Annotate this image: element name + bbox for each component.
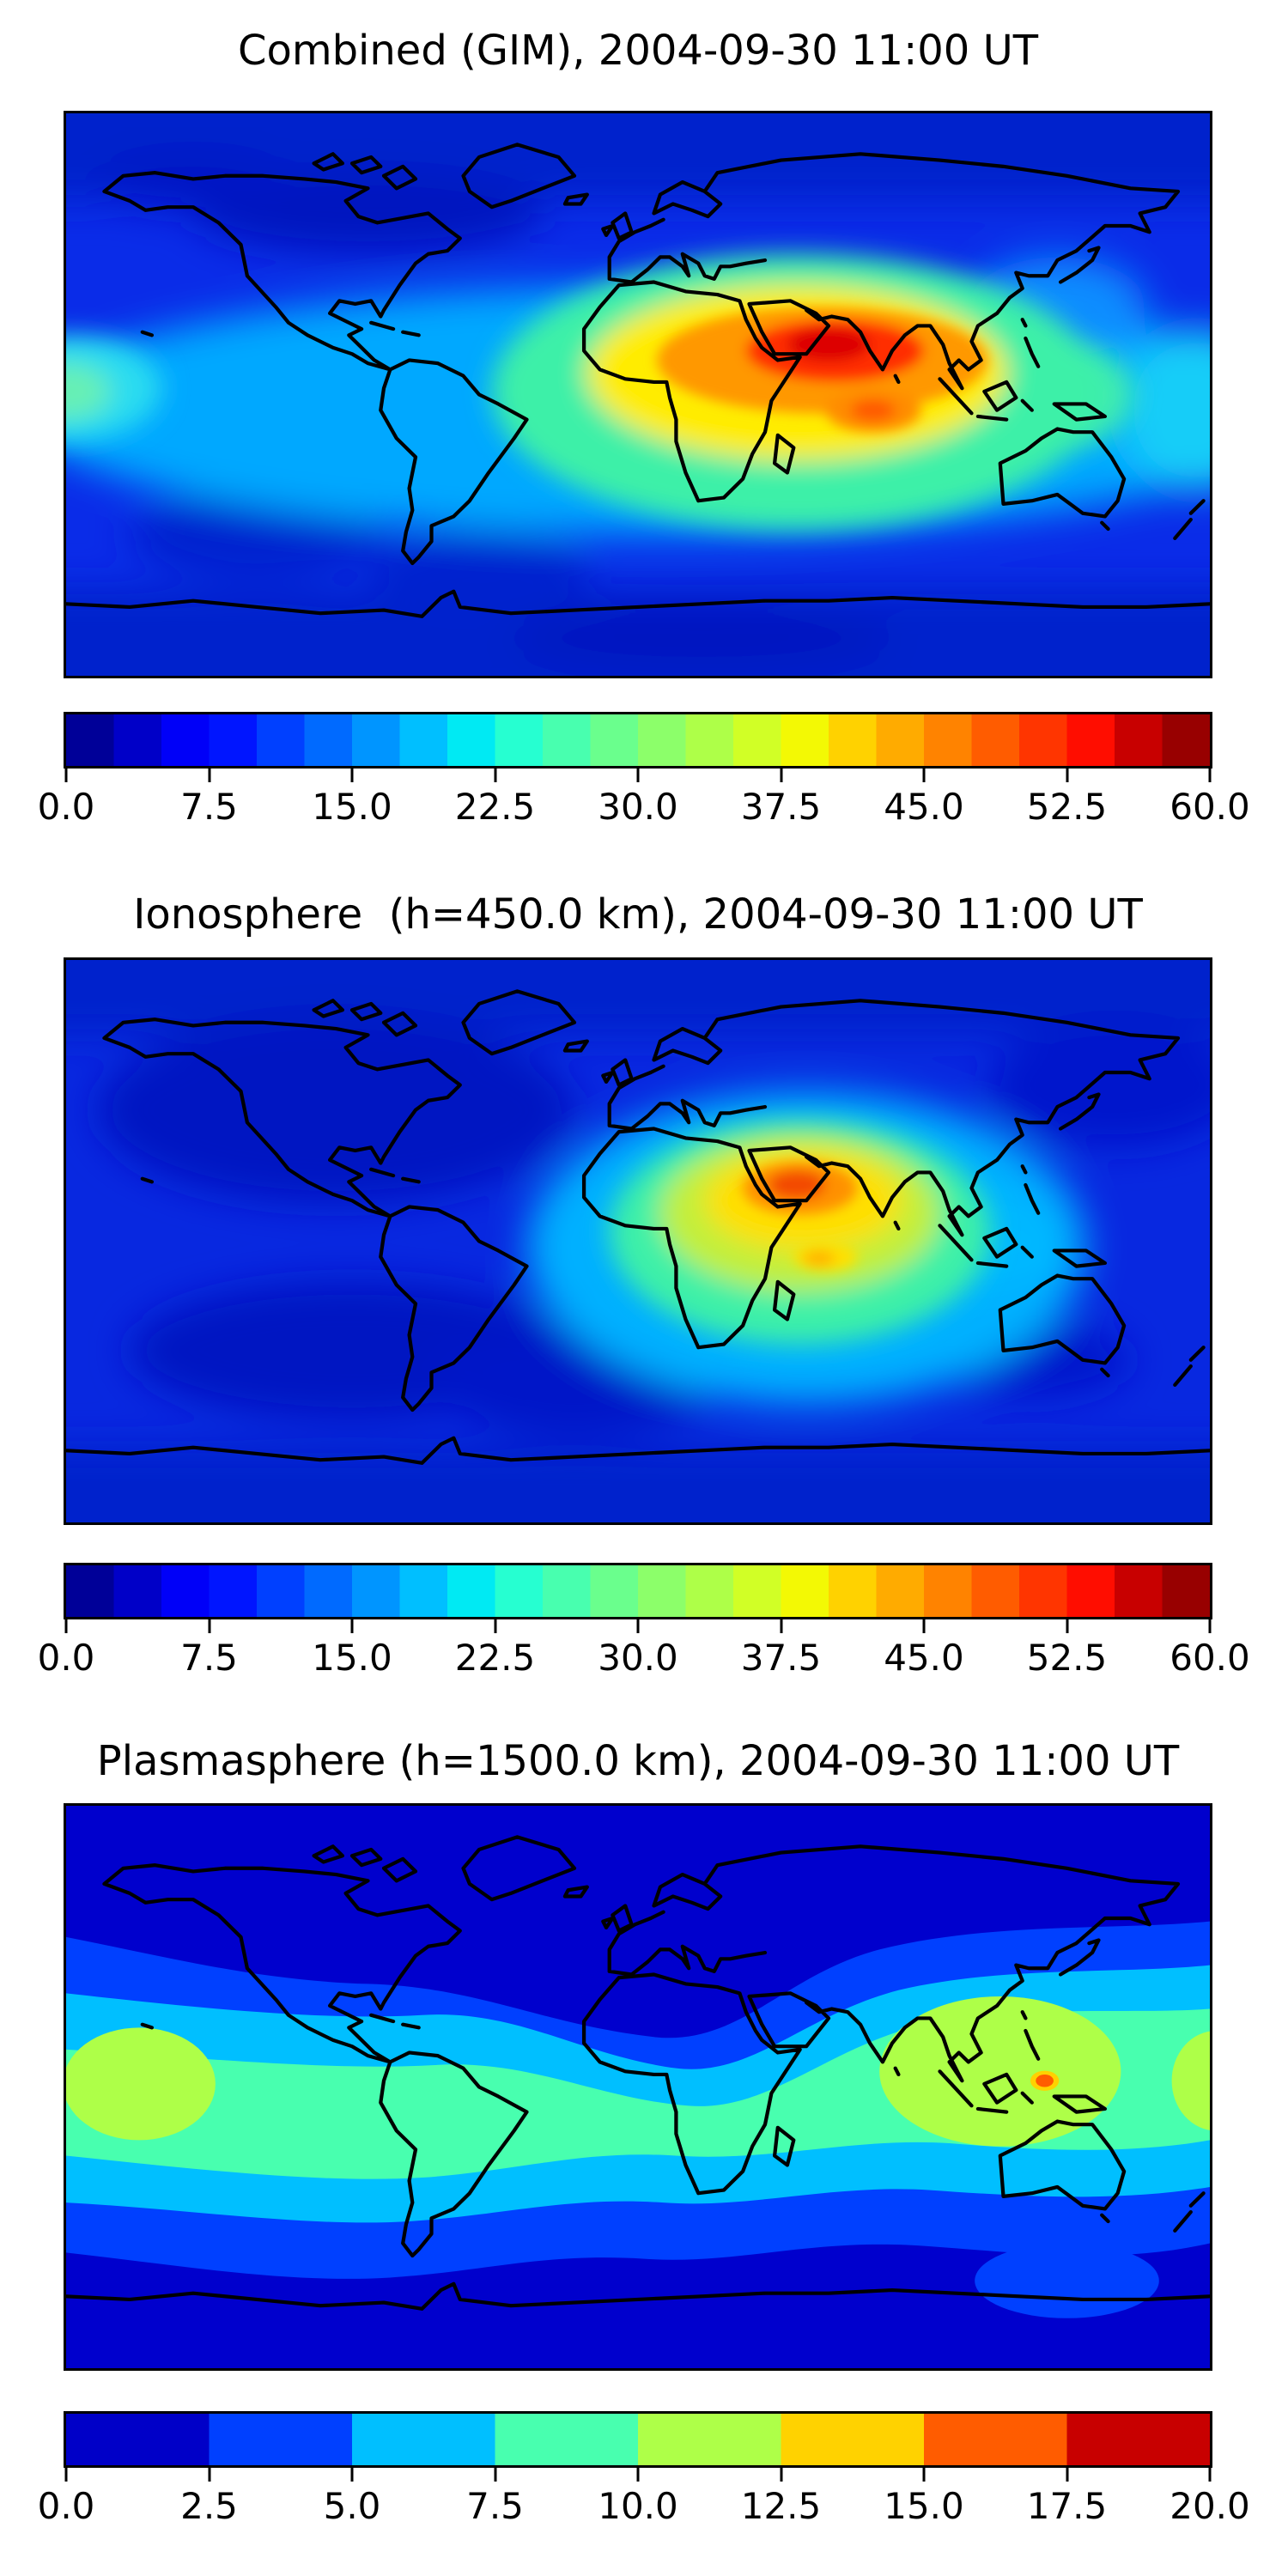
map-ionosphere (64, 957, 1212, 1525)
colorbar-tick (1066, 769, 1068, 782)
colorbar-tick (636, 2468, 640, 2482)
colorbar-tick-label: 22.5 (454, 786, 536, 828)
colorbar-tick (350, 2468, 354, 2482)
panel-1-title: Combined (GIM), 2004-09-30 11:00 UT (237, 27, 1039, 75)
colorbar-tick (64, 2468, 68, 2482)
colorbar-tick-label: 45.0 (884, 786, 964, 828)
southern-ocean-oval (975, 2243, 1159, 2318)
colorbar-tick (1208, 1619, 1212, 1633)
colorbar-tick-label: 2.5 (180, 2485, 238, 2527)
colorbar-tick-label: 15.0 (312, 786, 392, 828)
colorbar-tick-label: 20.0 (1170, 2485, 1250, 2527)
colorbar-tick-label: 17.5 (1026, 2485, 1108, 2527)
borneo-speck (1036, 2074, 1054, 2087)
colorbar-tick (636, 1619, 640, 1633)
colorbar-tick-label: 45.0 (884, 1637, 964, 1679)
colorbar-tick (780, 2468, 782, 2482)
panel-2-title: Ionosphere (h=450.0 km), 2004-09-30 11:0… (133, 890, 1143, 939)
colorbar-2-ticks (64, 1619, 1212, 1633)
colorbar-tick (922, 769, 926, 782)
colorbar-tick (922, 1619, 926, 1633)
panel-3-title: Plasmasphere (h=1500.0 km), 2004-09-30 1… (96, 1737, 1180, 1785)
colorbar-tick (350, 769, 354, 782)
colorbar-tick-label: 37.5 (740, 786, 822, 828)
colorbar-tick (494, 1619, 496, 1633)
colorbar-1-gradient (66, 714, 1210, 766)
colorbar-tick-label: 7.5 (180, 786, 238, 828)
map-combined-gim-canvas (66, 113, 1210, 676)
colorbar-tick (1208, 769, 1212, 782)
colorbar-tick (208, 1619, 210, 1633)
colorbar-tick-label: 10.0 (598, 2485, 678, 2527)
colorbar-tick (1066, 2468, 1068, 2482)
colorbar-tick (494, 769, 496, 782)
colorbar-tick (208, 2468, 210, 2482)
colorbar-tick (64, 769, 68, 782)
colorbar-tick (208, 769, 210, 782)
colorbar-1-ticks (64, 769, 1212, 782)
colorbar-3-labels: 0.0 2.5 5.0 7.5 10.0 12.5 15.0 17.5 20.0 (38, 2485, 1250, 2530)
colorbar-tick-label: 52.5 (1026, 786, 1108, 828)
colorbar-tick-label: 7.5 (466, 2485, 524, 2527)
colorbar-tick-label: 30.0 (598, 1637, 678, 1679)
colorbar-3-gradient (66, 2414, 1210, 2465)
colorbar-1-labels: 0.0 7.5 15.0 22.5 30.0 37.5 45.0 52.5 60.0 (38, 786, 1250, 831)
colorbar-1 (64, 712, 1212, 769)
tec-secondary-spot (803, 1250, 835, 1267)
map-plasmasphere-canvas (66, 1806, 1210, 2368)
map-ionosphere-canvas (66, 960, 1210, 1522)
colorbar-tick (780, 1619, 782, 1633)
colorbar-tick (64, 1619, 68, 1633)
tec-secondary-maximum (850, 398, 896, 422)
colorbar-3-ticks (64, 2468, 1212, 2482)
colorbar-tick (494, 2468, 496, 2482)
colorbar-tick (636, 769, 640, 782)
colorbar-tick (350, 1619, 354, 1633)
colorbar-tick (1066, 1619, 1068, 1633)
colorbar-tick (780, 769, 782, 782)
pacific-maximum (66, 2027, 216, 2141)
map-plasmasphere (64, 1803, 1212, 2371)
colorbar-tick-label: 12.5 (740, 2485, 822, 2527)
colorbar-tick-label: 0.0 (37, 1637, 95, 1679)
colorbar-tick (1208, 2468, 1212, 2482)
colorbar-tick-label: 52.5 (1026, 1637, 1108, 1679)
colorbar-2 (64, 1563, 1212, 1619)
colorbar-2-gradient (66, 1565, 1210, 1617)
colorbar-tick-label: 60.0 (1170, 786, 1250, 828)
colorbar-3 (64, 2411, 1212, 2468)
colorbar-2-labels: 0.0 7.5 15.0 22.5 30.0 37.5 45.0 52.5 60.0 (38, 1637, 1250, 1682)
colorbar-tick (922, 2468, 926, 2482)
colorbar-tick-label: 60.0 (1170, 1637, 1250, 1679)
colorbar-tick-label: 0.0 (37, 2485, 95, 2527)
colorbar-tick-label: 15.0 (312, 1637, 392, 1679)
colorbar-tick-label: 30.0 (598, 786, 678, 828)
colorbar-tick-label: 15.0 (884, 2485, 964, 2527)
map-combined-gim (64, 111, 1212, 678)
colorbar-tick-label: 0.0 (37, 786, 95, 828)
colorbar-tick-label: 5.0 (323, 2485, 381, 2527)
east-edge-maximum (1171, 2031, 1210, 2130)
colorbar-tick-label: 37.5 (740, 1637, 822, 1679)
colorbar-tick-label: 22.5 (454, 1637, 536, 1679)
colorbar-tick-label: 7.5 (180, 1637, 238, 1679)
